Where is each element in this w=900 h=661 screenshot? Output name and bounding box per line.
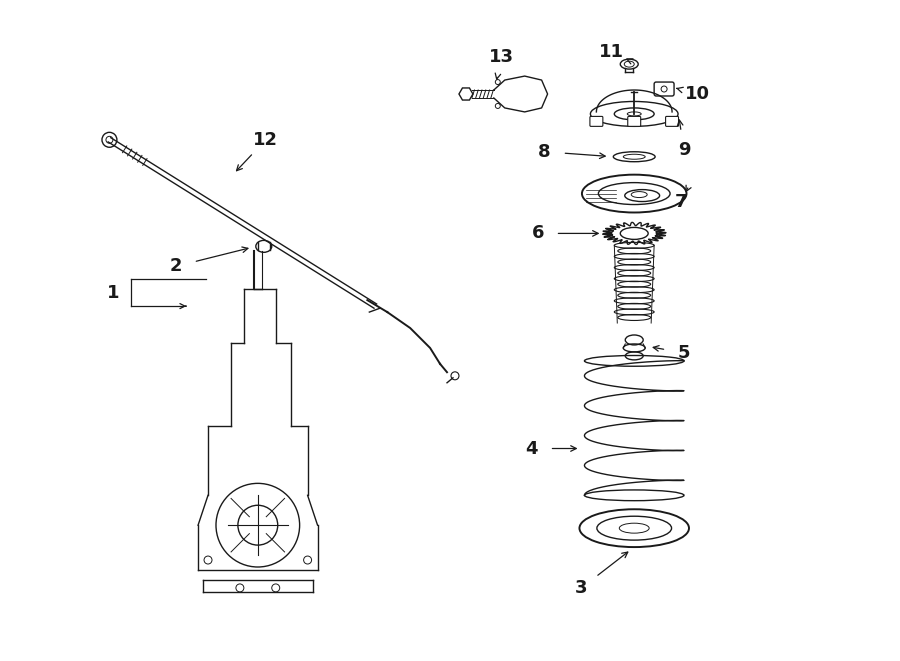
FancyBboxPatch shape (666, 116, 679, 126)
Text: 4: 4 (526, 440, 538, 457)
Text: 12: 12 (253, 131, 278, 149)
FancyBboxPatch shape (627, 116, 641, 126)
Text: 3: 3 (575, 579, 588, 597)
Text: 8: 8 (538, 143, 551, 161)
Text: 10: 10 (685, 85, 709, 103)
Text: 6: 6 (531, 225, 544, 243)
Text: 1: 1 (107, 284, 120, 302)
FancyBboxPatch shape (590, 116, 603, 126)
Text: 9: 9 (678, 141, 690, 159)
Text: 7: 7 (675, 192, 688, 211)
Text: 11: 11 (598, 43, 624, 61)
FancyBboxPatch shape (654, 82, 674, 96)
Text: 2: 2 (170, 257, 183, 275)
Text: 13: 13 (490, 48, 514, 66)
Text: 5: 5 (678, 344, 690, 362)
